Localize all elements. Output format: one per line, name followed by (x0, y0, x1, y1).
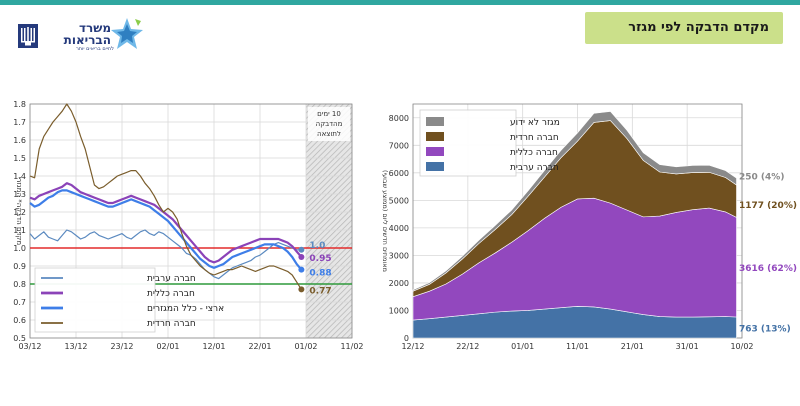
y-tick-label: 0.7 (13, 298, 26, 307)
y-tick-label: 1.4 (13, 172, 26, 181)
legend-swatch-haredi_area (426, 132, 444, 141)
series-end-dot-haredi (298, 286, 305, 293)
legend-swatch-unknown_area (426, 117, 444, 126)
legend-label-arab_area: חברה ערבית (510, 163, 559, 173)
top-accent-bar (0, 0, 800, 5)
y-tick-label: 1.8 (13, 100, 26, 109)
y-tick-label: 3000 (389, 251, 409, 260)
x-tick-label: 01/02 (294, 342, 317, 351)
y-tick-label: 0.6 (13, 316, 26, 325)
legend-label-haredi: חברה חרדית (147, 319, 196, 329)
area-unknown_area (412, 111, 737, 292)
x-tick-label: 03/12 (18, 342, 41, 351)
series-line-haredi (29, 103, 302, 290)
plot-frame (412, 103, 743, 339)
ministry-logo: משרד הבריאות לחיים בריאים יותר (16, 16, 143, 56)
y-tick-label: 0 (404, 334, 409, 343)
x-tick-label: 01/01 (511, 342, 534, 351)
legend-label-arab: חברה ערבית (147, 274, 196, 284)
y-tick-label: 8000 (389, 114, 409, 123)
area-end-label-general_area: 3616 (62%) (739, 264, 797, 274)
menorah-emblem-icon (18, 24, 38, 48)
legend-label-unknown_area: מגזר לא ידוע (510, 118, 560, 128)
area-arab_area (412, 306, 737, 339)
shaded-label-line: מהדבקה (316, 120, 343, 128)
page-title: מקדם הדבקה לפי מגזר (628, 20, 769, 35)
y-tick-label: 1.0 (13, 244, 26, 253)
area-general_area (412, 197, 737, 321)
x-tick-label: 11/01 (566, 342, 589, 351)
y-tick-label: 1.3 (13, 190, 26, 199)
y-tick-label: 5000 (389, 196, 409, 205)
plot-frame (29, 103, 353, 339)
legend-swatch-arab_area (426, 162, 444, 171)
series-end-label-national: 0.88 (309, 269, 331, 279)
star-logo-icon (111, 18, 143, 49)
series-line-general (29, 182, 303, 264)
y-tick-label: 1000 (389, 306, 409, 315)
x-tick-label: 23/12 (110, 342, 133, 351)
shaded-label-line: 10 ימים (317, 110, 341, 118)
y-tick-label: 0.5 (13, 334, 26, 343)
y-tick-label: 2000 (389, 279, 409, 288)
legend-label-national: ארצי - כלל המגזרים (147, 304, 224, 314)
shaded-label-line: לתוצאה (317, 130, 341, 138)
legend-label-haredi_area: חברה חרדית (510, 133, 559, 143)
y-tick-label: 0.8 (13, 280, 26, 289)
legend-label-general_area: חברה כללית (510, 148, 558, 158)
y-tick-label: 7000 (389, 141, 409, 150)
legend-box (34, 267, 156, 333)
x-tick-label: 22/12 (456, 342, 479, 351)
title-box: מקדם הדבקה לפי מגזר (585, 12, 783, 44)
x-tick-label: 31/01 (676, 342, 699, 351)
x-tick-label: 21/01 (621, 342, 644, 351)
y-tick-label: 1.2 (13, 208, 26, 217)
y-axis-title: מקדם הדבקה* המגזרי (15, 177, 23, 246)
x-tick-label: 12/01 (202, 342, 225, 351)
series-end-label-arab: 1.0 (309, 241, 325, 251)
area-end-label-unknown_area: 250 (4%) (739, 173, 784, 183)
series-end-label-general: 0.95 (309, 254, 331, 264)
series-end-label-haredi: 0.77 (309, 286, 331, 296)
logo-title-line2: הבריאות (63, 33, 111, 47)
area-end-label-haredi_area: 1177 (20%) (739, 201, 797, 211)
x-tick-label: 22/01 (248, 342, 271, 351)
series-line-national (29, 189, 303, 271)
logo-title-line1: משרד (78, 21, 111, 35)
x-tick-label: 02/01 (156, 342, 179, 351)
shaded-label-bg (308, 107, 350, 141)
x-tick-label: 10/02 (730, 342, 753, 351)
y-tick-label: 6000 (389, 169, 409, 178)
y-tick-label: 1.7 (13, 118, 26, 127)
y-tick-label: 1.5 (13, 154, 26, 163)
series-line-arab (29, 229, 302, 280)
y-tick-label: 0.9 (13, 262, 26, 271)
y-axis-title: מאומתים חדשים ליום (ממוצע שבועי) (381, 170, 389, 272)
legend-swatch-general_area (426, 147, 444, 156)
legend-box (419, 109, 517, 177)
area-haredi_area (412, 120, 737, 298)
logo-slogan: לחיים בריאים יותר (75, 46, 114, 52)
logo-title: משרד הבריאות (56, 22, 111, 46)
x-tick-label: 13/12 (64, 342, 87, 351)
y-tick-label: 4000 (389, 224, 409, 233)
legend-label-general: חברה כללית (147, 289, 195, 299)
series-end-dot-general (298, 254, 305, 260)
y-tick-label: 1.1 (13, 226, 26, 235)
x-tick-label: 11/02 (340, 342, 363, 351)
shaded-region (306, 104, 352, 338)
x-tick-label: 12/12 (401, 342, 424, 351)
series-end-dot-national (298, 266, 305, 273)
y-tick-label: 1.6 (13, 136, 26, 145)
series-end-dot-arab (298, 246, 305, 253)
area-end-label-arab_area: 763 (13%) (739, 324, 791, 334)
